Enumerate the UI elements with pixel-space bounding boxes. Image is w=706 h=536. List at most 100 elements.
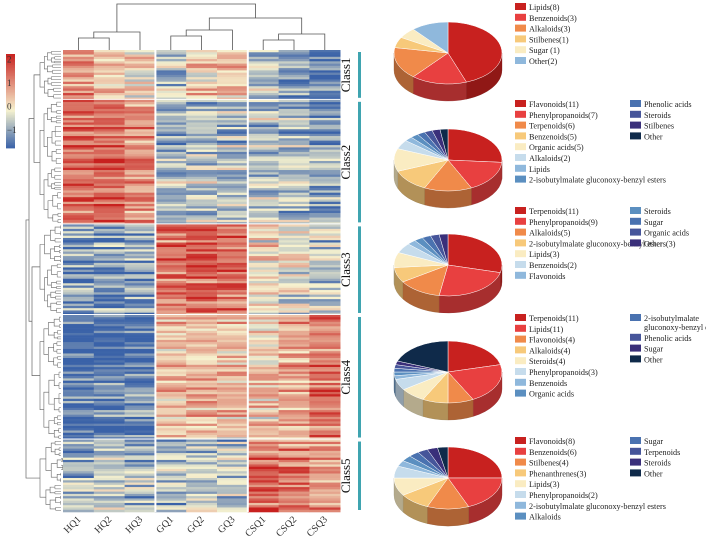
heatmap-cell — [63, 405, 95, 409]
color-scale-step — [6, 57, 15, 60]
class-label: Class5 — [338, 458, 353, 493]
heatmap-cell — [124, 471, 156, 474]
heatmap-cell — [309, 111, 341, 114]
heatmap-cell — [278, 367, 310, 370]
heatmap-cell — [93, 192, 125, 196]
legend-swatch — [515, 132, 526, 140]
heatmap-cell — [93, 348, 125, 352]
heatmap-cell — [63, 321, 95, 325]
heatmap-cell — [63, 509, 95, 513]
heatmap-cell — [278, 509, 310, 513]
heatmap-cell — [63, 394, 95, 397]
heatmap-cell — [155, 351, 187, 354]
heatmap-cell — [309, 217, 341, 221]
heatmap-cell — [309, 455, 341, 458]
heatmap-cell — [63, 90, 95, 94]
heatmap-cell — [247, 328, 279, 332]
legend-swatch — [515, 314, 526, 321]
heatmap-cell — [124, 210, 156, 214]
heatmap-cell — [278, 328, 310, 332]
heatmap-cell — [247, 353, 279, 357]
heatmap-cell — [247, 385, 279, 388]
heatmap-cell — [155, 412, 187, 415]
heatmap-cell — [309, 344, 341, 347]
heatmap-cell — [63, 425, 95, 429]
heatmap-cell — [309, 156, 341, 160]
legend-label: Alkaloids(3) — [529, 25, 571, 34]
heatmap-cell — [93, 299, 125, 302]
heatmap-cell — [309, 244, 341, 248]
heatmap-cell — [124, 242, 156, 246]
heatmap-cell — [309, 398, 341, 402]
heatmap-cell — [63, 74, 95, 78]
heatmap-cell — [186, 430, 218, 434]
heatmap-cell — [124, 149, 156, 153]
heatmap-cell — [309, 299, 341, 302]
heatmap-cell — [309, 321, 341, 325]
heatmap-cell — [278, 389, 310, 393]
heatmap-cell — [155, 305, 187, 309]
heatmap-cell — [309, 292, 341, 295]
heatmap-cell — [155, 165, 187, 169]
heatmap-cell — [309, 482, 341, 486]
heatmap-cell — [155, 285, 187, 289]
legend-swatch — [515, 458, 526, 466]
heatmap-cell — [124, 65, 156, 69]
heatmap-cell — [155, 367, 187, 370]
heatmap-cell — [124, 188, 156, 191]
heatmap-cell — [217, 160, 249, 164]
heatmap-cell — [217, 326, 249, 329]
legend-label: Terpenoids(11) — [529, 207, 579, 216]
heatmap-cell — [63, 131, 95, 135]
heatmap-cell — [278, 240, 310, 243]
heatmap-cell — [278, 450, 310, 454]
heatmap-cell — [186, 217, 218, 221]
heatmap-cell — [309, 258, 341, 261]
legend-label: Benzenoids(5) — [529, 132, 577, 141]
heatmap-cell — [217, 308, 249, 311]
heatmap-cell — [217, 271, 249, 275]
heatmap-cell — [278, 360, 310, 363]
legend-swatch — [515, 13, 526, 21]
heatmap-cell — [217, 342, 249, 345]
heatmap-cell — [63, 276, 95, 280]
heatmap-cell — [278, 151, 310, 155]
heatmap-cell — [124, 63, 156, 67]
heatmap-cell — [124, 344, 156, 347]
color-scale-step — [6, 144, 15, 147]
heatmap-cell — [93, 337, 125, 341]
heatmap-cell — [278, 326, 310, 329]
legend-label: Phenylpropanoids(9) — [529, 218, 598, 227]
heatmap-cell — [247, 201, 279, 205]
heatmap-cell — [124, 237, 156, 241]
heatmap-cell — [93, 231, 125, 234]
heatmap-cell — [309, 256, 341, 259]
legend-label: Benzenoids(2) — [529, 261, 577, 270]
dendrogram-branch — [51, 169, 55, 178]
heatmap-cell — [309, 369, 341, 372]
heatmap-cell — [155, 199, 187, 203]
heatmap-cell — [124, 346, 156, 350]
heatmap-cell — [247, 65, 279, 69]
heatmap-cell — [124, 351, 156, 354]
legend-swatch — [630, 333, 641, 341]
heatmap-cell — [186, 391, 218, 395]
heatmap-cell — [186, 367, 218, 370]
heatmap-cell — [278, 498, 310, 501]
heatmap-cell — [278, 412, 310, 415]
heatmap-cell — [155, 507, 187, 511]
heatmap-cell — [247, 509, 279, 513]
heatmap-cell — [186, 475, 218, 479]
heatmap-cell — [247, 489, 279, 492]
heatmap-cell — [155, 251, 187, 255]
color-scale-step — [6, 97, 15, 100]
heatmap-cell — [63, 482, 95, 486]
heatmap-cell — [247, 224, 279, 227]
heatmap-cell — [124, 371, 156, 375]
color-scale-tick: 1 — [7, 78, 12, 88]
dendrogram-branch — [47, 269, 52, 286]
heatmap-cell — [63, 401, 95, 404]
heatmap-cell — [155, 475, 187, 479]
heatmap-cell — [155, 478, 187, 481]
heatmap-cell — [93, 63, 125, 67]
